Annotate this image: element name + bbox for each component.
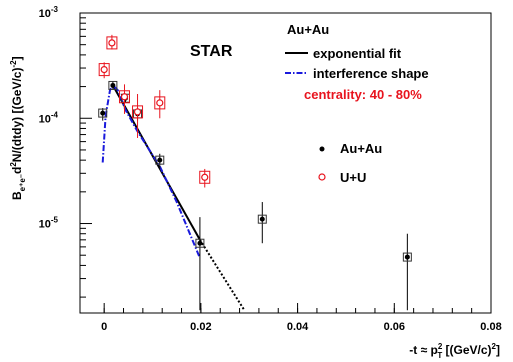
systematic-box [98,63,110,77]
marker [259,216,265,222]
systematic-box [257,214,267,224]
x-tick-label: 0 [101,321,107,333]
points-layer [98,34,412,311]
data-point-auau [98,108,108,121]
x-axis-label: -t ≈ p2 T [(GeV/c)2] [409,342,500,360]
systematic-box [402,252,412,262]
data-point-uu [118,84,130,114]
legend-title: Au+Au [287,22,329,37]
curve-exponential-fit [112,84,201,241]
legend-label-uu: U+U [340,170,366,185]
y-tick-label: 10-3 [39,5,59,20]
systematic-box [132,105,144,119]
star-label: STAR [190,43,233,60]
systematic-box [98,108,108,118]
data-point-uu [154,90,166,119]
legend-label-exponential-fit: exponential fit [313,46,402,61]
y-tick-label: 10-4 [39,110,59,125]
legend-label-auau: Au+Au [340,141,382,156]
curve-interference-shape [101,83,201,259]
systematic-box [118,90,130,104]
marker [110,82,116,88]
data-point-auau [155,153,165,169]
x-tick-label: 0.04 [287,321,309,333]
y-axis-label: Be⁺e⁻d2N/(dtdy) [(GeV/c)-2] [9,56,27,200]
data-point-uu [132,94,144,138]
x-tick-label: 0.08 [480,321,501,333]
data-point-uu [199,168,211,188]
marker [201,173,209,181]
marker [100,65,108,74]
systematic-box [199,170,211,184]
marker [197,240,203,246]
data-point-auau [195,217,205,311]
x-tick-label: 0.02 [190,321,211,333]
legend-marker-auau [319,146,325,152]
curve-exponential-fit-extrapolation [199,239,246,311]
ticks-layer: 0 0.02 0.04 0.06 0.08 10-5 10-4 10-3 [39,5,502,333]
y-tick-label: 10-5 [39,216,59,231]
legend-label-interference-shape: interference shape [313,66,429,81]
data-point-auau [257,202,267,244]
marker [156,99,164,107]
systematic-box [155,155,165,165]
curves-layer [101,83,246,311]
marker [157,157,163,163]
legend-marker-uu [318,173,326,181]
data-point-uu [98,62,110,79]
x-tick-label: 0.06 [384,321,405,333]
marker [100,110,106,116]
marker [404,254,410,260]
centrality-label: centrality: 40 - 80% [304,87,422,102]
data-point-auau [402,233,412,311]
systematic-box [108,80,118,90]
marker [120,93,129,101]
systematic-box [106,36,118,50]
systematic-box [154,96,166,110]
data-point-uu [106,34,118,50]
marker [133,108,142,116]
data-point-auau [108,80,118,90]
systematic-box [195,238,205,248]
plot-frame [79,12,492,314]
marker [108,39,116,47]
